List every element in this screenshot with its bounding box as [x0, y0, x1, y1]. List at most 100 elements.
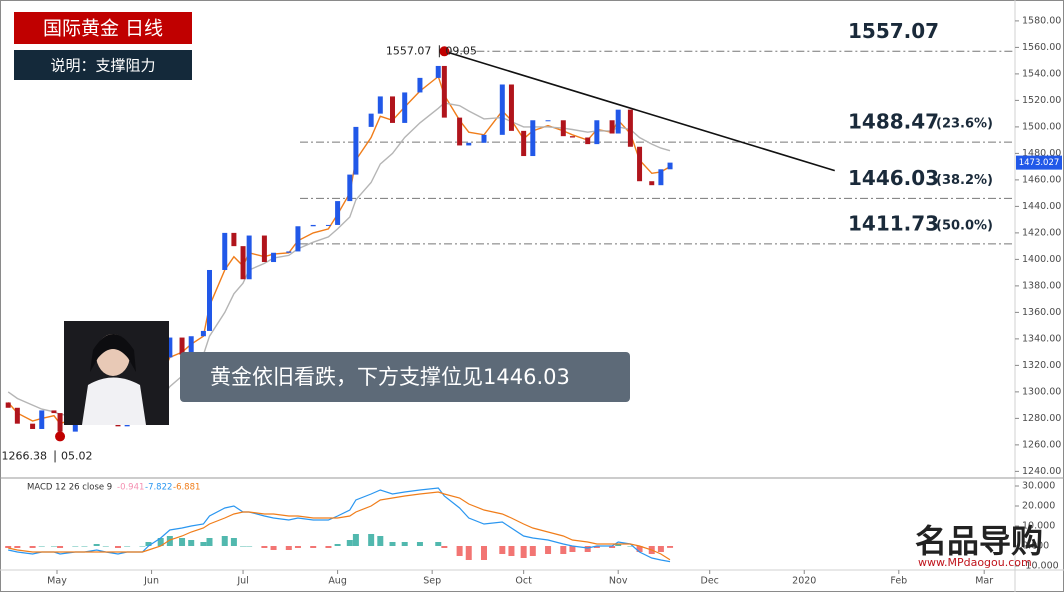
candle-body [57, 413, 63, 432]
y-tick-label: 1480.00 [1022, 148, 1061, 159]
y-tick-label: 1340.00 [1022, 333, 1061, 344]
macd-histogram [206, 538, 213, 546]
candle-body [545, 120, 551, 122]
macd-signal-value: -6.881 [173, 483, 200, 493]
macd-histogram [441, 546, 448, 548]
macd-y-tick-label: 0.000 [1022, 541, 1049, 552]
candle-body [585, 137, 591, 145]
macd-histogram [352, 534, 359, 546]
candle-body [200, 330, 206, 337]
candle-body [499, 84, 505, 135]
macd-histogram [545, 546, 552, 554]
watermark-url: www.MPdaogou.com [918, 556, 1032, 569]
x-tick-label: Nov [609, 576, 628, 587]
macd-histogram [139, 546, 146, 547]
macd-histogram [389, 542, 396, 546]
macd-histogram [593, 546, 600, 548]
candle-body [222, 232, 228, 270]
caption: 黄金依旧看跌，下方支撑位见1446.03 [210, 365, 570, 389]
y-tick-label: 1560.00 [1022, 42, 1061, 53]
macd-histogram [636, 546, 643, 552]
macd-histogram [5, 546, 12, 548]
candle-body [627, 109, 633, 147]
high-value: 1557.07 [386, 44, 432, 57]
y-tick-label: 1540.00 [1022, 68, 1061, 79]
y-tick-label: 1240.00 [1022, 466, 1061, 477]
macd-histogram [115, 546, 121, 548]
candle-body [207, 269, 212, 331]
level-ratio: (38.2%) [936, 173, 993, 188]
candle-body [295, 226, 301, 252]
macd-value: -7.822 [145, 483, 172, 493]
level-label: 1446.03 [848, 166, 939, 190]
macd-histogram [261, 546, 268, 548]
macd-histogram [401, 542, 408, 546]
macd-histogram [368, 534, 375, 546]
macd-histogram [230, 538, 237, 546]
title-box [14, 12, 192, 44]
macd-histogram [188, 540, 195, 546]
candle-body [5, 402, 11, 408]
macd-histogram [29, 546, 36, 548]
candle-body [402, 92, 408, 123]
macd-histogram [346, 540, 353, 546]
candle-body [368, 113, 374, 127]
macd-histogram [221, 536, 228, 546]
macd-histogram [334, 544, 341, 546]
candle-body [377, 96, 383, 114]
subtitle-box [14, 50, 192, 80]
y-tick-label: 1300.00 [1022, 386, 1061, 397]
x-tick-label: Mar [975, 576, 993, 587]
macd-histogram [508, 546, 515, 556]
candle-body [530, 120, 536, 157]
candle-body [658, 169, 664, 186]
y-tick-label: 1400.00 [1022, 254, 1061, 265]
candle-body [569, 136, 575, 138]
candle-body [51, 410, 57, 414]
candle-body [246, 235, 252, 280]
high-marker [439, 46, 450, 57]
macd-histogram [325, 546, 332, 548]
y-tick-label: 1440.00 [1022, 201, 1061, 212]
title: 国际黄金 日线 [43, 18, 163, 40]
candle-body [649, 181, 655, 186]
macd-histogram [50, 546, 57, 547]
macd-signal [8, 491, 671, 561]
macd-y-tick-label: 30.000 [1022, 481, 1055, 492]
high-date: 09.05 [445, 44, 477, 57]
macd-histogram [416, 542, 423, 546]
macd-histogram [81, 546, 88, 547]
level-ratio: (50.0%) [936, 218, 993, 233]
candle-body [417, 77, 423, 93]
macd-histogram [93, 544, 100, 546]
level-ratio: (23.6%) [936, 117, 993, 132]
x-tick-label: Sep [423, 576, 441, 587]
x-tick-label: Dec [701, 576, 719, 587]
macd-histogram [200, 542, 207, 546]
caption-box [180, 352, 630, 402]
candle-body [188, 336, 194, 355]
candle-body [667, 162, 673, 170]
x-tick-label: May [47, 576, 67, 587]
macd-histogram [499, 546, 506, 554]
macd-histogram [166, 536, 173, 546]
macd-histogram [627, 546, 634, 547]
candle-body [325, 224, 331, 226]
candle-body [457, 117, 463, 146]
y-tick-label: 1320.00 [1022, 360, 1061, 371]
macd-histogram [560, 546, 567, 554]
macd-histogram [465, 546, 472, 560]
watermark-logo: 名品导购 [915, 522, 1043, 560]
subtitle: 说明：支撑阻力 [50, 57, 155, 75]
candle-body [594, 120, 600, 145]
candle-body [609, 120, 615, 134]
photo [64, 321, 169, 425]
low-marker [55, 431, 66, 442]
macd-histogram [102, 546, 109, 547]
low-value: 1266.38 [2, 449, 48, 462]
macd-histogram [157, 538, 164, 546]
candle-body [167, 337, 173, 358]
level-label: 1411.73 [848, 211, 939, 235]
macd-histogram [145, 542, 152, 546]
